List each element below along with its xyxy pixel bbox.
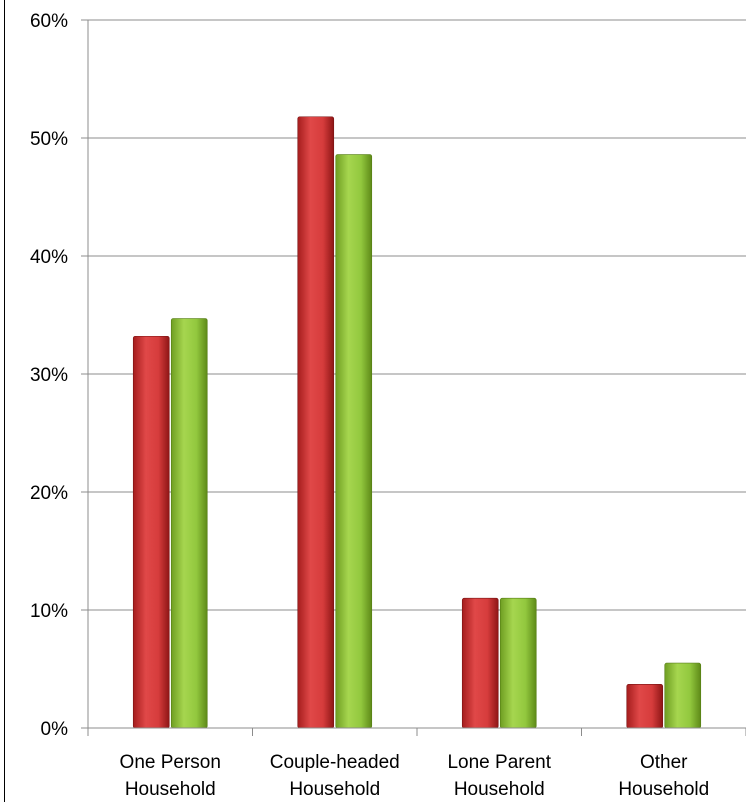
- x-category-label: Couple-headed: [270, 752, 400, 773]
- bar: [664, 662, 702, 729]
- y-tick-label: 0%: [41, 719, 69, 740]
- y-tick-label: 10%: [30, 601, 68, 622]
- x-category-label: Household: [289, 779, 380, 800]
- frame-border: [4, 0, 5, 802]
- bar: [297, 116, 335, 729]
- bars: [132, 116, 702, 729]
- x-category-label: One Person: [120, 752, 221, 773]
- y-tick-label: 50%: [30, 129, 68, 150]
- bar: [335, 154, 373, 729]
- bar: [626, 684, 664, 729]
- y-tick-label: 40%: [30, 247, 68, 268]
- x-category-label: Household: [454, 779, 545, 800]
- axes: [81, 19, 746, 736]
- labels: 0% 10% 20% 30% 40% 50% 60% One Person Household C…: [30, 11, 709, 800]
- y-tick-label: 30%: [30, 365, 68, 386]
- y-tick-label: 60%: [30, 11, 68, 32]
- y-tick-label: 20%: [30, 483, 68, 504]
- bar: [461, 597, 499, 729]
- x-category-label: Lone Parent: [447, 752, 551, 773]
- bar: [170, 318, 208, 729]
- x-category-label: Other: [640, 752, 688, 773]
- x-category-label: Household: [125, 779, 216, 800]
- x-category-label: Household: [618, 779, 709, 800]
- bar: [132, 335, 170, 729]
- bar: [499, 597, 537, 729]
